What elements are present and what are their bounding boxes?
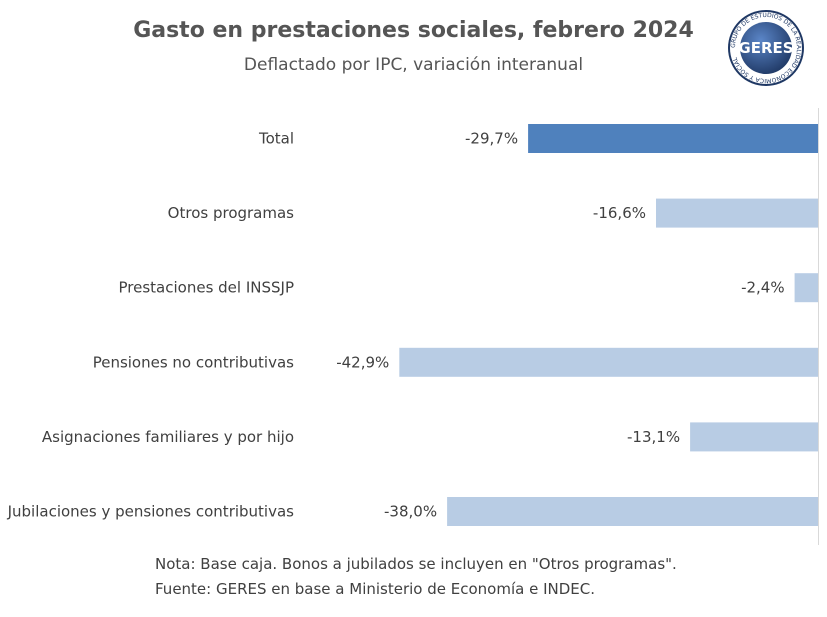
category-label: Prestaciones del INSSJP <box>119 279 295 297</box>
chart-subtitle: Deflactado por IPC, variación interanual <box>243 55 584 75</box>
logo-inner-disc <box>740 22 792 74</box>
bar <box>656 198 818 228</box>
bar <box>399 347 818 377</box>
geres-logo: GRUPO DE ESTUDIOS DE LA REALIDAD ECONÓMI… <box>728 10 804 86</box>
bar <box>794 273 818 303</box>
bar <box>690 422 818 452</box>
value-label: -42,9% <box>336 353 389 371</box>
bar <box>528 124 818 153</box>
value-label: -16,6% <box>593 204 646 222</box>
chart-title: Gasto en prestaciones sociales, febrero … <box>133 18 694 43</box>
category-label: Otros programas <box>168 204 295 222</box>
chart-source: Fuente: GERES en base a Ministerio de Ec… <box>155 580 596 598</box>
category-label: Total <box>258 130 294 148</box>
category-label: Jubilaciones y pensiones contributivas <box>7 503 295 521</box>
category-label: Pensiones no contributivas <box>93 353 294 371</box>
value-label: -29,7% <box>465 130 518 148</box>
category-label: Asignaciones familiares y por hijo <box>42 428 294 446</box>
value-label: -38,0% <box>384 503 437 521</box>
bar <box>447 497 818 526</box>
logo-text: GERES <box>738 39 793 57</box>
value-label: -2,4% <box>741 279 785 297</box>
value-label: -13,1% <box>627 428 680 446</box>
chart-note: Nota: Base caja. Bonos a jubilados se in… <box>155 555 677 573</box>
